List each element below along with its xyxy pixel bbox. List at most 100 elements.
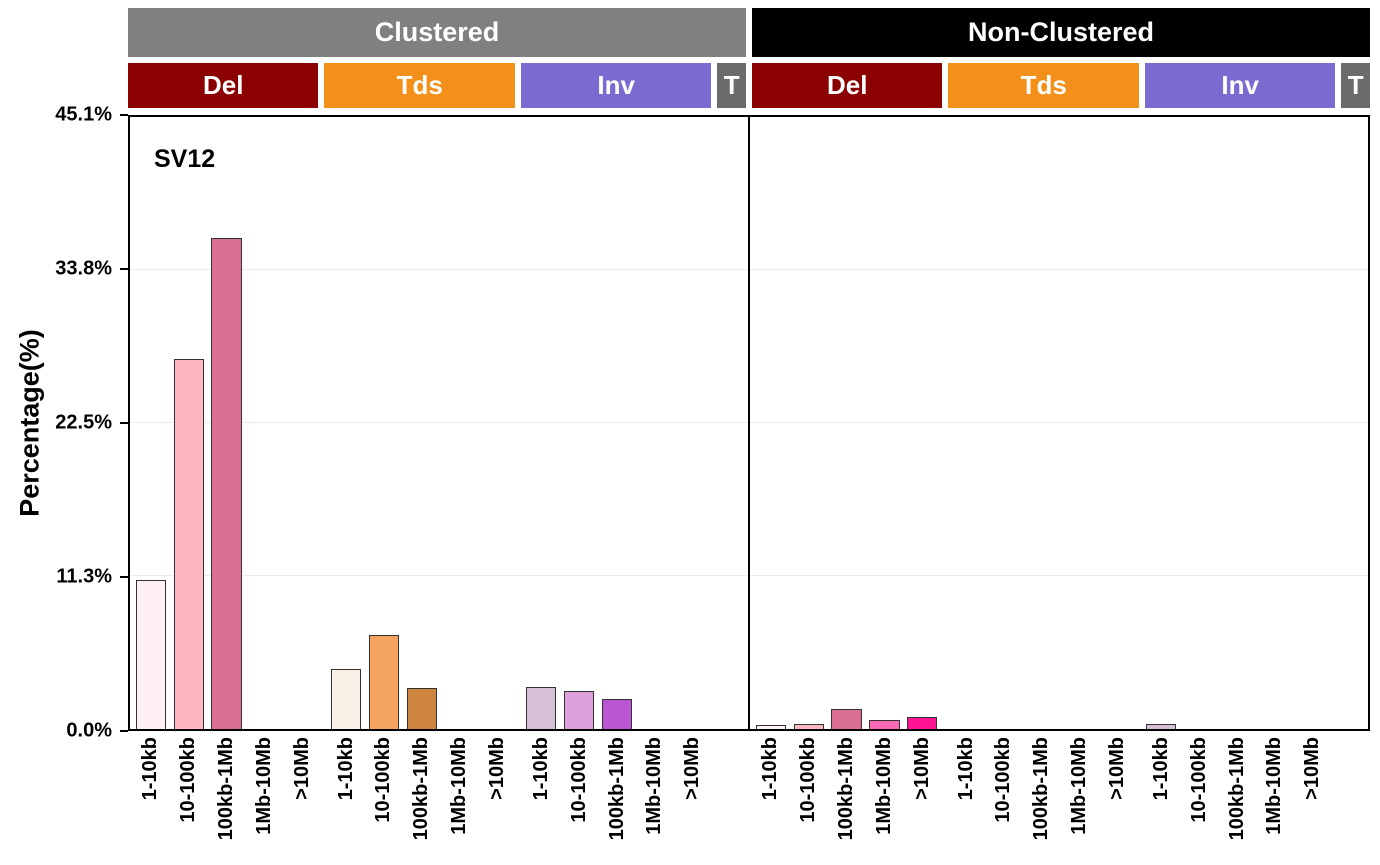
bar-non-clustered-inv-1-10kb [1146,724,1177,729]
bar-slot [403,117,441,729]
y-tick-label: 33.8% [55,257,112,280]
bar-slot [752,117,790,729]
bar-non-clustered-del-10-100kb [793,723,824,729]
bar-clustered-del-10-100kb [173,358,204,729]
bar-group-inv-non-clustered [1142,117,1331,729]
bar-slot [903,117,941,729]
x-tick-label: >10Mb [486,737,508,800]
bar-slot [790,117,828,729]
x-tick-slot: 1-10kb [327,737,365,863]
bar-slot [985,117,1023,729]
x-tick-slot: 1-10kb [132,737,170,863]
group-header-half-non-clustered: Del Tds Inv T [752,63,1370,108]
x-tick-slot: 1-10kb [947,737,985,863]
x-tick-slot: 1Mb-10Mb [1061,737,1099,863]
x-tick-label: 1Mb-10Mb [252,737,275,835]
x-tick-slot: 10-100kb [365,737,403,863]
x-tick-label: 100kb-1Mb [215,737,238,841]
x-label-group-del-clustered: 1-10kb 10-100kb 100kb-1Mb 1Mb-10Mb >10Mb [132,737,321,863]
x-tick-slot: >10Mb [903,737,941,863]
x-tick-label: >10Mb [1106,737,1128,800]
bar-clustered-inv-100kb-1Mb [601,699,633,729]
x-tick-label: 1-10kb [334,737,357,801]
bar-slot [1218,117,1256,729]
x-tick-label: 1-10kb [529,737,552,801]
bar-non-clustered-del-1Mb-10Mb [869,719,900,729]
x-axis: 1-10kb 10-100kb 100kb-1Mb 1Mb-10Mb >10Mb 1-10… [128,737,1370,863]
x-tick-slot: 1-10kb [752,737,790,863]
bar-clustered-del-100kb-1Mb [211,237,242,729]
bar-slot [441,117,479,729]
y-tick-label: 11.3% [56,565,112,588]
bar-slot [365,117,403,729]
bar-group-tds-clustered [327,117,516,729]
bar-slot [1142,117,1180,729]
x-label-group-del-non-clustered: 1-10kb 10-100kb 100kb-1Mb 1Mb-10Mb >10Mb [752,737,941,863]
x-tick-slot: 1Mb-10Mb [246,737,284,863]
x-tick-slot [718,737,746,863]
bar-slot [718,117,746,729]
bar-slot [598,117,636,729]
x-tick-label: 100kb-1Mb [605,737,628,841]
bar-slot [1338,117,1366,729]
x-tick-slot: 100kb-1Mb [598,737,636,863]
bar-clustered-del-1-10kb [135,579,167,729]
sample-label: SV12 [154,145,216,173]
x-tick-label: >10Mb [681,737,704,800]
group-band-inv-clustered: Inv [520,63,712,108]
bar-slot [1180,117,1218,729]
x-tick-slot: 1-10kb [522,737,560,863]
panel-header-row: Clustered Non-Clustered [128,8,1370,57]
bar-group-inv-clustered [522,117,711,729]
bar-slot [327,117,365,729]
x-tick-slot: 100kb-1Mb [1218,737,1256,863]
x-tick-slot: >10Mb [283,737,321,863]
panel-non-clustered [748,117,1368,729]
x-tick-slot: >10Mb [1099,737,1137,863]
bar-group-tds-non-clustered [947,117,1136,729]
bar-slot [636,117,674,729]
bar-slot [1023,117,1061,729]
x-tick-label: 1-10kb [759,737,782,801]
bar-clustered-tds-100kb-1Mb [406,688,437,729]
x-tick-label: 100kb-1Mb [1030,737,1053,841]
x-tick-slot: 10-100kb [985,737,1023,863]
x-tick-label: 10-100kb [177,737,200,823]
bar-group-t-non-clustered [1338,117,1366,729]
x-tick-slot: 1Mb-10Mb [441,737,479,863]
x-tick-slot: 10-100kb [790,737,828,863]
bar-slot [1061,117,1099,729]
bar-slot [674,117,712,729]
x-tick-label: >10Mb [1301,737,1324,800]
y-tick-label: 0.0% [66,719,112,742]
x-tick-slot: 100kb-1Mb [208,737,246,863]
bar-slot [866,117,904,729]
panel-clustered [130,117,748,729]
bar-slot [479,117,517,729]
bar-slot [132,117,170,729]
x-tick-slot: >10Mb [1294,737,1332,863]
x-tick-slot: >10Mb [479,737,517,863]
panel-band-clustered: Clustered [128,8,746,57]
x-label-group-t-non-clustered [1338,737,1366,863]
group-band-inv-non-clustered: Inv [1144,63,1336,108]
x-tick-slot: 1Mb-10Mb [866,737,904,863]
group-band-del-non-clustered: Del [752,63,943,108]
bar-slot [947,117,985,729]
x-tick-label: 10-100kb [567,737,590,823]
bar-non-clustered-del->10Mb [907,716,938,729]
y-axis: 45.1% 33.8% 22.5% 11.3% 0.0% [0,104,128,742]
x-tick-slot: 100kb-1Mb [403,737,441,863]
x-tick-label: 100kb-1Mb [410,737,433,841]
group-header-row: Del Tds Inv T Del Tds Inv T [128,63,1370,108]
bar-slot [208,117,246,729]
x-tick-label: 10-100kb [992,737,1015,823]
bar-slot [170,117,208,729]
x-tick-slot: 1-10kb [1142,737,1180,863]
x-label-group-tds-non-clustered: 1-10kb 10-100kb 100kb-1Mb 1Mb-10Mb >10Mb [947,737,1136,863]
bar-clustered-tds-1-10kb [330,669,362,729]
x-axis-half-non-clustered: 1-10kb 10-100kb 100kb-1Mb 1Mb-10Mb >10Mb 1-10… [752,737,1366,863]
x-label-group-inv-clustered: 1-10kb 10-100kb 100kb-1Mb 1Mb-10Mb >10Mb [522,737,711,863]
x-tick-label: 10-100kb [372,737,395,823]
